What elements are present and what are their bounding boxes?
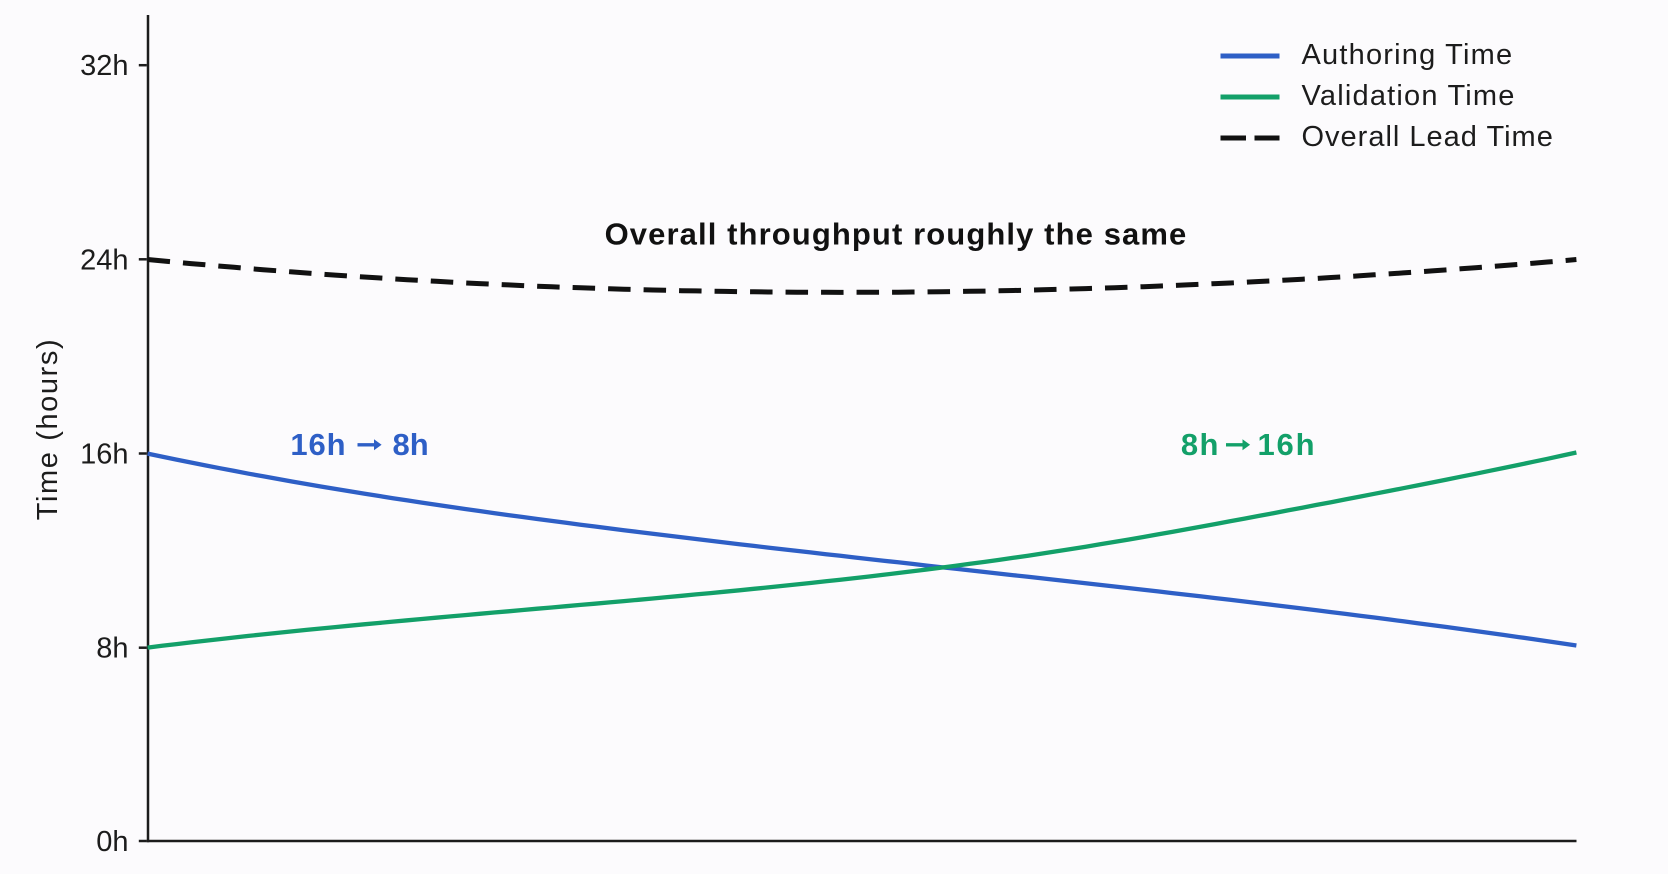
svg-text:8h: 8h bbox=[393, 427, 429, 462]
svg-text:Overall throughput roughly the: Overall throughput roughly the same bbox=[605, 217, 1188, 252]
svg-text:Time (hours): Time (hours) bbox=[32, 338, 64, 520]
svg-text:32h: 32h bbox=[80, 50, 128, 82]
svg-text:24h: 24h bbox=[80, 244, 128, 276]
svg-text:16h: 16h bbox=[290, 427, 346, 462]
svg-text:0h: 0h bbox=[96, 826, 128, 858]
svg-text:8h: 8h bbox=[1181, 427, 1220, 462]
svg-text:16h: 16h bbox=[80, 439, 128, 471]
svg-text:Overall Lead Time: Overall Lead Time bbox=[1302, 121, 1554, 153]
svg-text:Authoring Time: Authoring Time bbox=[1302, 39, 1514, 71]
svg-text:16h: 16h bbox=[1258, 427, 1317, 462]
svg-text:8h: 8h bbox=[96, 633, 128, 665]
svg-text:Validation Time: Validation Time bbox=[1302, 80, 1516, 112]
